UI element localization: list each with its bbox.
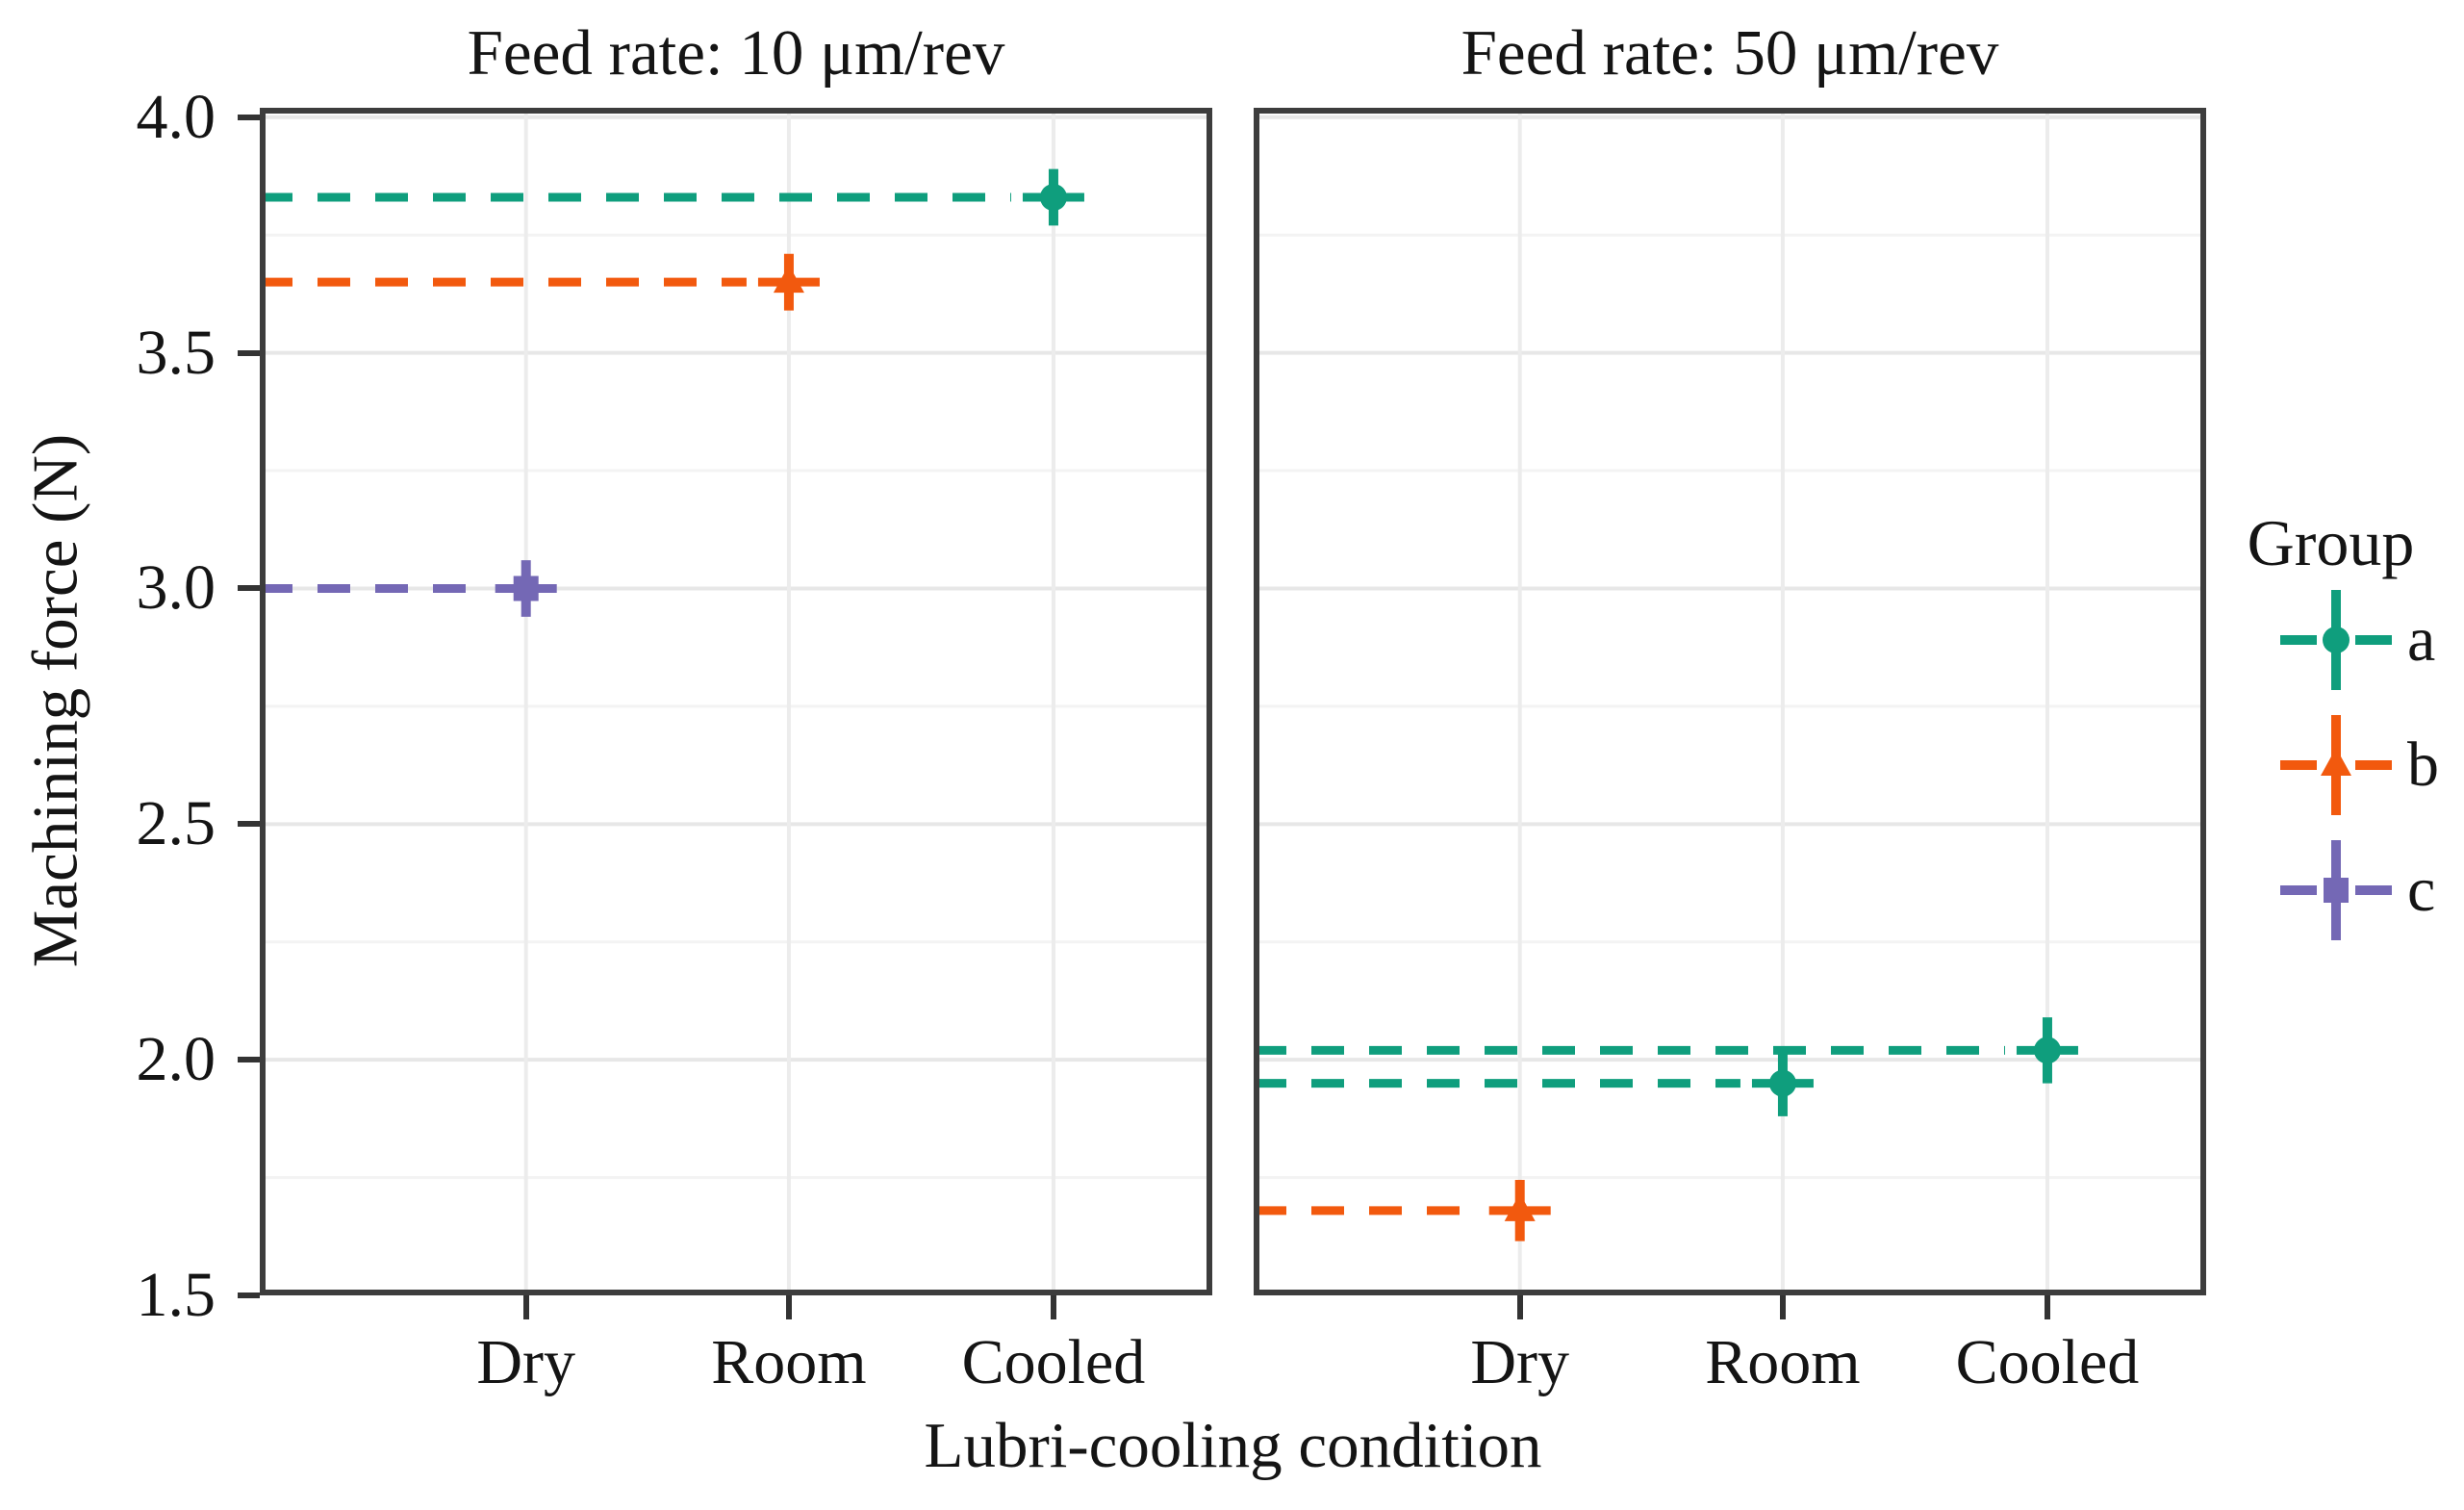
legend-entry-a: a (2223, 577, 2453, 703)
facet-title-feed-50: Feed rate: 50 μm/rev (1461, 17, 1999, 89)
y-tick-label-3.5: 3.5 (136, 317, 216, 388)
x-tick-mark (522, 1295, 529, 1319)
data-point-a-room (1254, 1050, 1814, 1116)
legend-label-c: c (2407, 855, 2436, 925)
legend-label-a: a (2407, 604, 2436, 675)
x-tick-label-room: Room (711, 1327, 867, 1397)
x-tick-label-cooled: Cooled (961, 1327, 1146, 1397)
facet-title-feed-10: Feed rate: 10 μm/rev (467, 17, 1005, 89)
x-tick-mark (1779, 1295, 1786, 1319)
x-tick-label-room: Room (1705, 1327, 1861, 1397)
plot-area-feed-10 (260, 108, 1212, 1295)
data-point-b-dry (1254, 1180, 1551, 1241)
y-tick-mark (238, 821, 260, 828)
x-tick-mark (785, 1295, 792, 1319)
data-point-a-cooled (1254, 1017, 2078, 1084)
y-tick-label-3.0: 3.0 (136, 552, 216, 624)
y-tick-mark (238, 1057, 260, 1063)
y-tick-label-1.5: 1.5 (136, 1260, 216, 1330)
x-tick-label-cooled: Cooled (1955, 1327, 2140, 1397)
y-tick-mark (238, 114, 260, 120)
x-tick-label-dry: Dry (1470, 1327, 1570, 1397)
y-tick-label-2.5: 2.5 (136, 788, 216, 859)
y-axis: 4.0 3.5 3.0 2.5 2.0 1.5 (0, 82, 260, 1359)
x-tick-label-dry: Dry (476, 1327, 576, 1397)
y-tick-mark (238, 349, 260, 356)
legend-key-triangle-icon (2280, 715, 2392, 815)
x-tick-mark (1050, 1295, 1056, 1319)
legend-entry-b: b (2223, 703, 2453, 828)
y-tick-label-4.0: 4.0 (136, 81, 216, 152)
legend-key-circle-icon (2280, 590, 2392, 690)
y-tick-mark (238, 585, 260, 592)
y-tick-mark (238, 1292, 260, 1298)
x-tick-mark (2044, 1295, 2050, 1319)
data-point-c-dry (260, 560, 557, 617)
legend-entry-c: c (2223, 828, 2453, 953)
facet-panel-feed-50: Feed rate: 50 μm/rev Dry Room Cooled (1254, 17, 2206, 1397)
legend-key-square-icon (2280, 840, 2392, 940)
x-axis-title: Lubri-cooling condition (924, 1410, 1542, 1481)
x-tick-mark (1516, 1295, 1523, 1319)
facet-panel-feed-10: Feed rate: 10 μm/rev Dry Room Cooled (260, 17, 1212, 1397)
data-point-b-room (260, 253, 820, 311)
plot-area-feed-50 (1254, 108, 2206, 1295)
legend-label-b: b (2407, 729, 2439, 800)
legend-title: Group (2247, 506, 2415, 579)
data-point-a-cooled (260, 168, 1084, 226)
y-tick-label-2.0: 2.0 (136, 1024, 216, 1095)
